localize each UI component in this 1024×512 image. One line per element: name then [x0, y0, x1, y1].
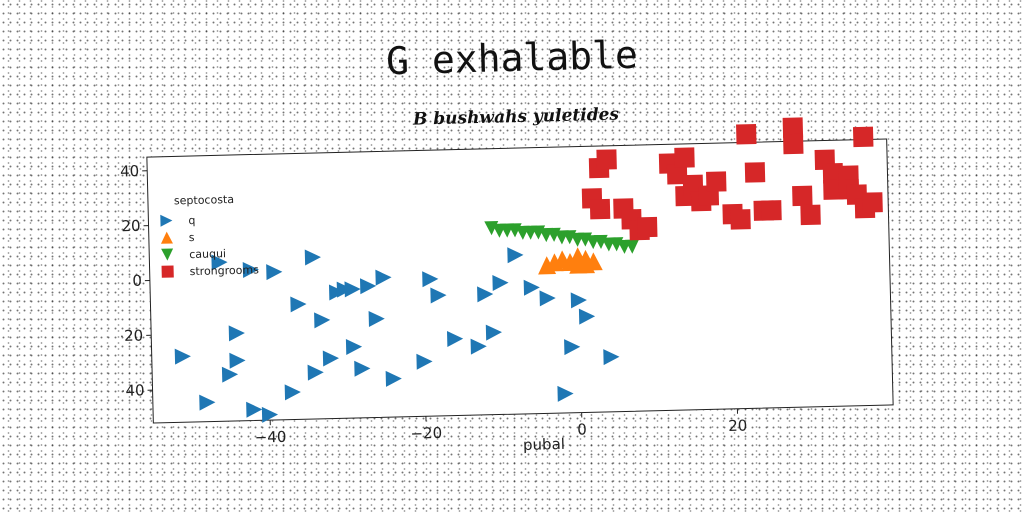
- point-q: [354, 360, 371, 377]
- legend-marker-q: [160, 214, 173, 227]
- point-q: [229, 352, 246, 369]
- point-q: [477, 286, 494, 303]
- point-strongrooms: [674, 147, 695, 168]
- legend-marker-strongrooms: [161, 265, 174, 278]
- point-strongrooms: [666, 164, 688, 185]
- point-strongrooms: [852, 126, 874, 148]
- y-tick-label: −20: [116, 326, 144, 345]
- point-q: [375, 269, 392, 286]
- legend-title: septocosta: [174, 193, 234, 207]
- point-q: [470, 338, 487, 355]
- x-tick-label: 20: [728, 416, 748, 434]
- axes: −40 −20 0 20 −40 −20 0 20 40: [116, 138, 894, 447]
- point-q: [290, 296, 307, 313]
- series-cauqui: [484, 221, 639, 254]
- point-q: [261, 406, 279, 423]
- legend-label-cauqui: cauqui: [189, 247, 226, 261]
- point-q: [416, 353, 433, 370]
- point-q: [557, 385, 574, 402]
- point-q: [199, 394, 216, 411]
- point-q: [385, 370, 402, 387]
- legend-marker-cauqui: [161, 248, 174, 261]
- plot-area: [146, 138, 894, 424]
- point-strongrooms: [736, 123, 757, 145]
- point-q: [578, 308, 596, 325]
- point-q: [422, 271, 439, 288]
- point-strongrooms: [637, 216, 658, 238]
- legend: septocosta qs cauqui strongrooms: [160, 193, 260, 278]
- point-q: [307, 364, 324, 381]
- scatter-chart: B bushwahs yuletides −40 −20 0 20 −40 −20 0 20 4…: [116, 86, 925, 475]
- axes-frame: [146, 138, 894, 424]
- point-q: [174, 348, 191, 365]
- point-strongrooms: [823, 179, 844, 200]
- point-q: [284, 384, 301, 401]
- data-points: [174, 117, 883, 423]
- point-q: [228, 325, 245, 342]
- point-strongrooms: [822, 162, 844, 184]
- point-q: [266, 264, 283, 281]
- series-s: [538, 247, 603, 275]
- point-q: [430, 287, 447, 304]
- chart-svg: B bushwahs yuletides −40 −20 0 20 −40 −20 0 20 4…: [116, 105, 894, 454]
- point-strongrooms: [782, 117, 804, 138]
- point-s: [584, 252, 603, 271]
- point-strongrooms: [744, 162, 766, 183]
- point-q: [507, 247, 524, 264]
- point-q: [345, 338, 363, 355]
- point-q: [368, 310, 385, 327]
- point-q: [570, 292, 587, 309]
- point-q: [344, 281, 361, 298]
- point-q: [446, 331, 464, 348]
- y-tick-label: −40: [116, 381, 145, 400]
- point-strongrooms: [706, 171, 727, 192]
- point-q: [304, 249, 321, 266]
- point-q: [359, 278, 377, 295]
- y-tick-label: 40: [120, 162, 140, 180]
- point-strongrooms: [792, 185, 813, 207]
- point-q: [314, 312, 331, 329]
- point-q: [221, 366, 239, 383]
- legend-label-q: q: [188, 214, 195, 227]
- point-strongrooms: [862, 192, 883, 213]
- page-title: G exhalable: [385, 32, 639, 84]
- point-strongrooms: [761, 200, 782, 221]
- series-q: [174, 247, 620, 423]
- y-tick-label: 0: [132, 272, 142, 290]
- chart-title: B bushwahs yuletides: [412, 105, 620, 130]
- point-strongrooms: [589, 198, 611, 220]
- point-q: [564, 339, 581, 356]
- series-strongrooms: [581, 117, 883, 241]
- point-cauqui: [624, 239, 639, 254]
- point-strongrooms: [783, 133, 804, 155]
- x-tick-label: −20: [410, 424, 442, 443]
- point-strongrooms: [682, 174, 704, 196]
- legend-label-s: s: [189, 231, 195, 244]
- y-tick-label: 20: [121, 217, 141, 235]
- point-q: [539, 290, 556, 307]
- legend-label-strongrooms: strongrooms: [190, 263, 260, 278]
- x-tick-label: 0: [577, 420, 587, 438]
- point-q: [246, 401, 263, 418]
- point-q: [211, 254, 228, 271]
- point-q: [603, 349, 620, 366]
- point-q: [242, 261, 259, 278]
- x-axis-label: pubal: [523, 435, 565, 454]
- point-q: [492, 275, 509, 292]
- point-strongrooms: [730, 209, 751, 230]
- point-q: [322, 350, 339, 367]
- point-q: [523, 279, 540, 296]
- point-strongrooms: [800, 204, 821, 226]
- point-q: [485, 324, 502, 341]
- legend-marker-s: [160, 231, 173, 244]
- x-tick-label: −40: [255, 428, 287, 447]
- point-strongrooms: [596, 149, 617, 170]
